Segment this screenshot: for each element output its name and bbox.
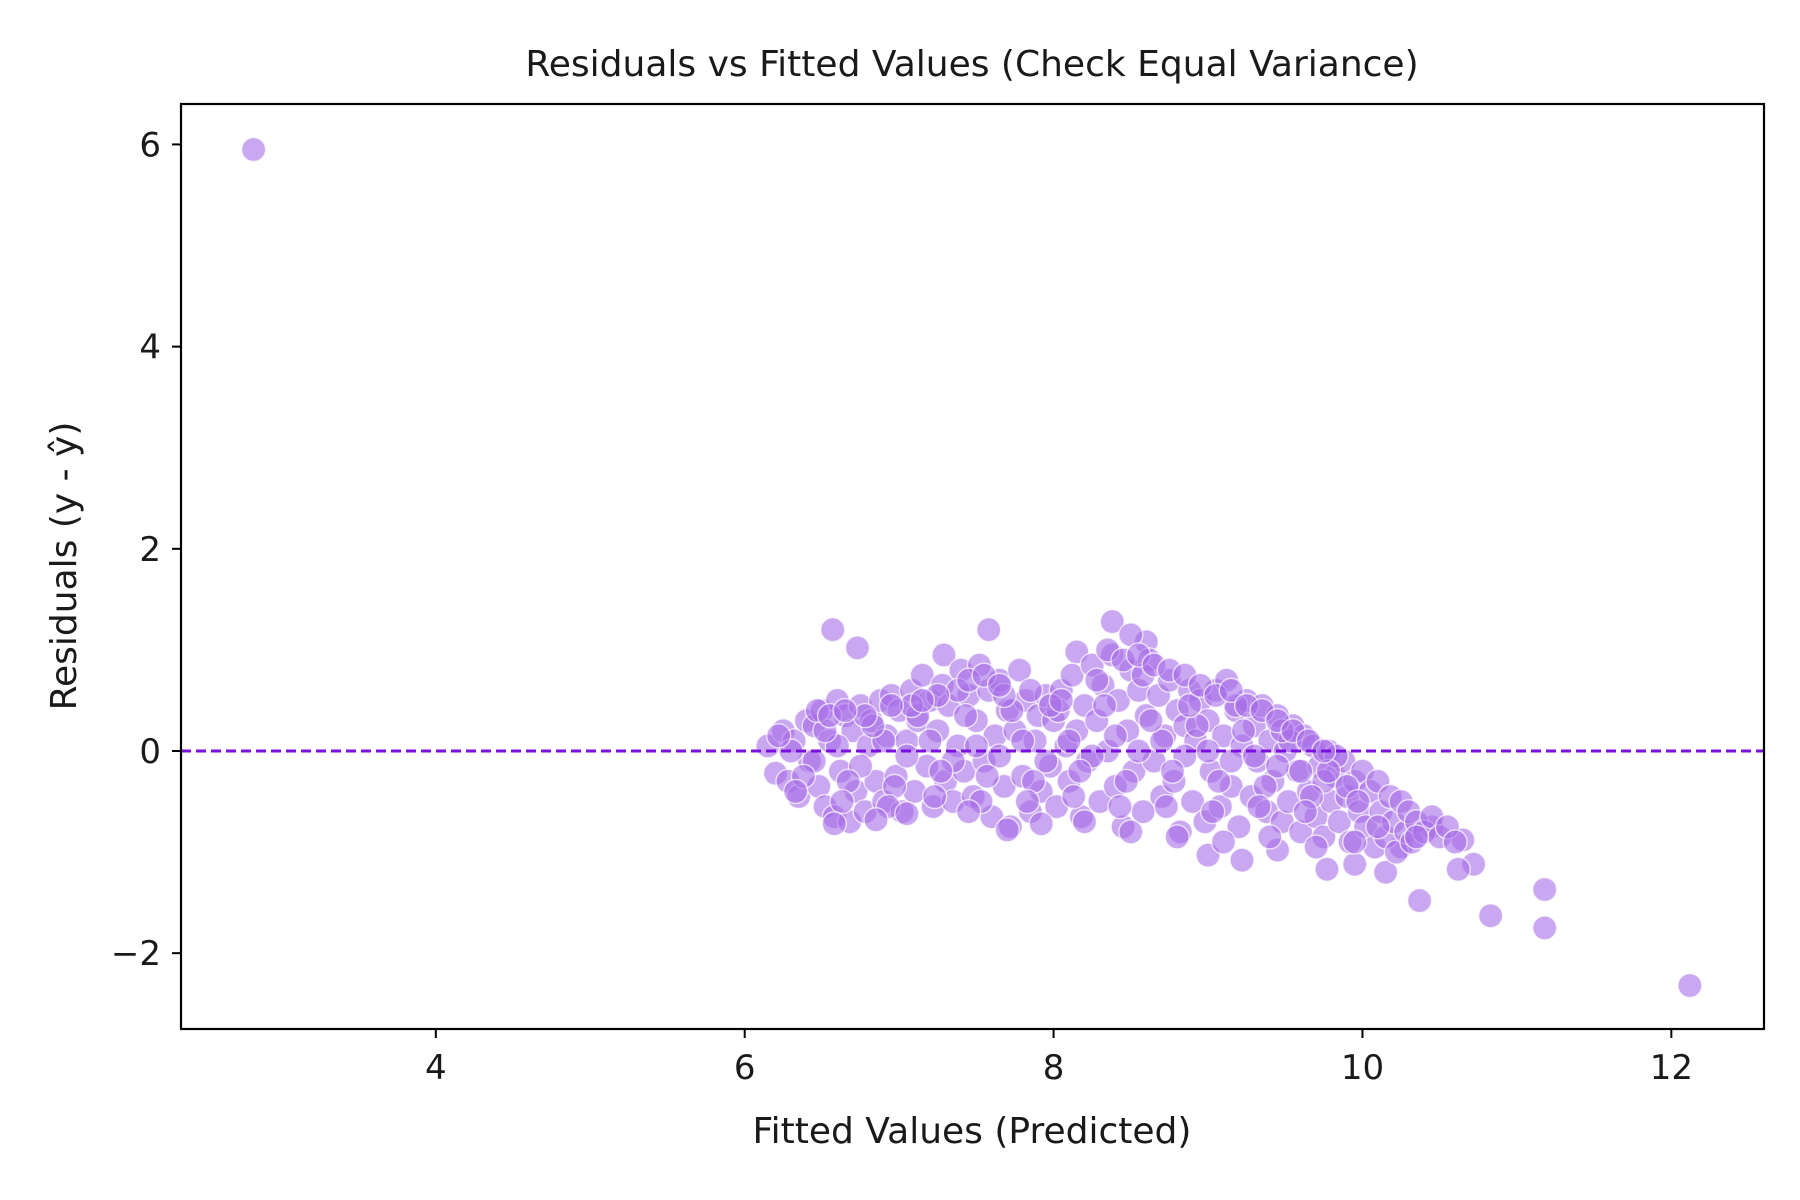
data-point — [878, 692, 905, 719]
data-point — [917, 728, 943, 754]
data-point — [1056, 728, 1082, 754]
data-point — [1531, 915, 1558, 941]
plot-frame — [179, 102, 1766, 1031]
data-point — [1230, 718, 1257, 744]
data-point — [765, 723, 792, 749]
y-tick-label: −2 — [111, 934, 161, 974]
data-point — [1403, 824, 1430, 850]
data-point — [863, 807, 889, 833]
data-point — [240, 136, 267, 163]
data-point — [928, 758, 954, 784]
data-point — [1445, 856, 1471, 882]
data-point — [1314, 856, 1340, 882]
data-point — [1342, 829, 1368, 855]
data-point — [1014, 788, 1041, 815]
y-axis-title: Residuals (y - ŷ) — [44, 422, 85, 711]
data-point — [1059, 662, 1085, 688]
y-tick-label: 6 — [139, 125, 161, 165]
data-point — [1033, 748, 1059, 774]
data-point — [1287, 758, 1314, 784]
y-tick-label: 4 — [139, 328, 161, 368]
data-point — [821, 811, 847, 837]
data-point — [1257, 824, 1283, 850]
x-tick-label: 6 — [734, 1048, 756, 1088]
data-point — [909, 687, 936, 714]
data-point — [1176, 692, 1203, 719]
data-point — [1138, 707, 1164, 734]
data-point — [921, 783, 948, 810]
data-point — [1345, 788, 1371, 815]
data-point — [832, 697, 858, 724]
data-point — [963, 733, 990, 759]
x-tick-label: 12 — [1650, 1048, 1693, 1088]
x-tick-label: 4 — [425, 1048, 447, 1088]
data-point — [1159, 758, 1186, 784]
chart-title: Residuals vs Fitted Values (Check Equal … — [525, 44, 1418, 85]
x-axis-title: Fitted Values (Predicted) — [753, 1111, 1192, 1152]
data-point — [844, 635, 871, 661]
data-point — [894, 743, 920, 769]
data-point — [1153, 793, 1180, 820]
data-point — [1118, 819, 1144, 845]
x-tick-label: 8 — [1043, 1048, 1065, 1088]
points-layer — [240, 136, 1703, 999]
data-point — [829, 788, 855, 815]
data-point — [1372, 859, 1399, 886]
data-point — [1246, 793, 1272, 820]
data-point — [986, 672, 1013, 698]
x-tick-label: 10 — [1341, 1048, 1384, 1088]
y-axis: −2 0 2 4 6 — [111, 125, 181, 974]
data-point — [1326, 809, 1352, 835]
y-tick-label: 2 — [139, 530, 161, 570]
data-point — [1179, 788, 1206, 815]
data-point — [1226, 814, 1252, 840]
data-point — [1229, 847, 1255, 873]
data-point — [1006, 657, 1033, 683]
data-point — [820, 616, 846, 643]
data-point — [1148, 728, 1175, 754]
data-point — [1210, 829, 1237, 855]
data-point — [1406, 887, 1433, 914]
data-point — [1091, 692, 1118, 719]
data-point — [1071, 809, 1098, 835]
data-point — [1060, 783, 1087, 810]
data-point — [1017, 677, 1044, 704]
data-point — [894, 800, 920, 827]
data-point — [1199, 798, 1226, 825]
data-point — [1292, 798, 1319, 825]
data-point — [1477, 903, 1504, 929]
data-point — [974, 763, 1000, 789]
data-point — [909, 662, 936, 688]
data-point — [1067, 758, 1093, 784]
data-point — [1218, 677, 1244, 704]
y-tick-label: 0 — [139, 732, 161, 772]
data-point — [1102, 723, 1129, 749]
data-point — [976, 616, 1002, 643]
data-point — [1009, 728, 1036, 754]
data-point — [1303, 834, 1329, 860]
data-point — [994, 817, 1020, 843]
data-point — [1342, 851, 1368, 877]
data-point — [1241, 743, 1268, 769]
data-point — [1365, 814, 1391, 840]
data-point — [1677, 972, 1703, 999]
data-point — [1206, 768, 1232, 795]
data-point — [782, 778, 809, 805]
x-axis: 4 6 8 10 12 — [425, 1029, 1693, 1088]
data-point — [1442, 829, 1468, 855]
data-point — [1099, 608, 1125, 635]
data-point — [955, 798, 982, 825]
data-point — [1107, 793, 1133, 820]
data-point — [1048, 687, 1075, 714]
data-point — [1028, 811, 1054, 837]
data-point — [931, 642, 957, 668]
data-point — [1113, 768, 1139, 795]
data-point — [952, 702, 979, 729]
data-point — [1164, 824, 1190, 850]
data-point — [1531, 876, 1558, 903]
data-point — [1084, 667, 1110, 693]
